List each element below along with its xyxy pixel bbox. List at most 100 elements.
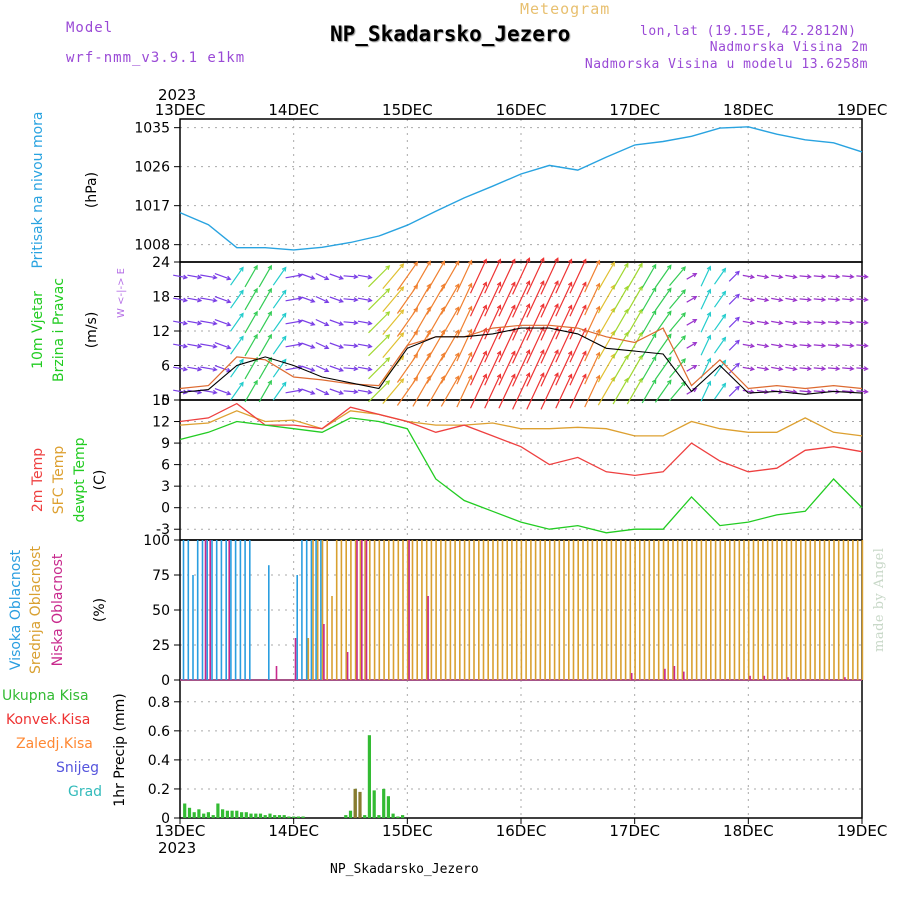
wind-arrowhead [624,262,629,268]
sfc-temp-ylabel: SFC Temp [51,446,67,515]
wind-arrow [412,284,431,315]
wind-arrowhead [212,366,218,372]
wind-arrowhead [182,366,189,372]
wind-arrow [512,350,530,387]
wind-arrowhead [281,312,287,318]
wind-arrowhead [239,381,244,387]
wind-arrow [440,261,460,292]
wind-arrowhead [692,272,698,278]
wind-arrow [329,342,344,349]
wind-arrow [187,297,202,302]
cloud-ytick-label: 100 [143,533,170,549]
wind-arrow [771,366,783,370]
wind-arrow [584,352,600,385]
wind-arrow [569,351,587,386]
model-label: Model [66,20,114,36]
x-tick-label-bottom: 19DEC [837,822,888,840]
pressure-unit-label: (hPa) [84,172,100,208]
wind-arrowhead [554,372,559,378]
wind-arrow [569,259,587,294]
wind-arrow [315,387,329,395]
wind-arrowhead [496,350,502,356]
wind-arrowhead [778,320,784,326]
wind-arrow [512,281,530,318]
temperature-ytick-label: 12 [152,415,170,431]
wind-arrowhead [849,320,855,326]
precip-ylabel: 1hr Precip (mm) [112,693,128,806]
wind-arrowhead [467,282,473,288]
x-tick-label-bottom: 14DEC [268,822,319,840]
wind-arrow [584,283,600,316]
wind-arrow [641,264,657,289]
wind-arrowhead [511,258,516,264]
wind-arrowhead [496,327,502,333]
wind-arrowhead [212,389,218,395]
wind-arrow [426,353,445,384]
wind-arrowhead [681,335,686,341]
wind-arrow [214,273,231,280]
cloud-ytick-label: 0 [161,673,170,689]
wind-arrowhead [778,297,784,303]
wind-arrow [456,352,473,385]
wind-arrow [526,350,545,387]
wind-arrow [654,311,672,334]
wind-arrowhead [467,374,473,380]
wind-arrow [440,307,460,338]
wind-ylabel: 10m Vjetar [30,291,46,369]
wind-arrowhead [651,378,657,384]
wind-arrowhead [735,316,740,322]
wind-arrow [742,274,754,278]
wind-arrow [498,328,516,363]
wind-arrow [626,263,643,290]
wind-arrowhead [540,303,545,309]
total-precip-bar [377,815,381,818]
wind-arrow [357,297,372,302]
wind-arrowhead [863,274,869,280]
wind-arrow [357,366,372,371]
wind-arrowhead [863,297,869,303]
precip-ytick-label: 0.2 [148,782,170,798]
total-precip-bar [254,813,258,818]
wind-direction-key: W <-|-> E [116,268,127,318]
wind-arrowhead [310,367,316,372]
wind-arrowhead [253,287,258,293]
total-precip-bar [206,812,210,818]
wind-arrowhead [281,381,287,387]
total-precip-bar [187,807,192,818]
wind-arrow [187,343,202,348]
wind-arrowhead [226,275,232,281]
wind-arrow [426,261,445,292]
cloud-ytick-label: 50 [152,603,170,619]
wind-arrowhead [385,334,391,339]
wind-arrowhead [638,262,643,268]
wind-arrow [498,305,516,340]
wind-arrow [382,286,404,312]
wind-arrow [285,343,302,348]
sfc-temp-line [179,410,863,437]
wind-arrowhead [792,274,798,280]
wind-arrow [842,275,854,278]
wind-arrowhead [281,335,287,341]
wind-arrow [230,267,244,286]
wind-arrow [469,282,487,317]
wind-arrow [329,319,344,326]
wind-arrowhead [595,351,601,357]
product-title: Meteogram [520,0,611,18]
precip-ytick-label: 0.8 [148,695,170,711]
wind-arrowhead [764,366,770,372]
wind-arrowhead [849,343,855,349]
wind-arrowhead [239,289,244,295]
wind-arrowhead [863,366,869,372]
precip-legend-item: Ukupna Kisa [2,688,89,704]
wind-arrowhead [540,349,545,355]
wind-arrowhead [324,321,330,327]
cloud-ytick-label: 75 [152,568,170,584]
wind-arrow [700,312,711,333]
wind-arrowhead [324,344,330,350]
wind-arrow [540,304,559,341]
wind-arrow [799,275,811,278]
wind-arrowhead [324,367,330,373]
wind-arrow [728,386,740,397]
wind-arrowhead [353,297,359,303]
